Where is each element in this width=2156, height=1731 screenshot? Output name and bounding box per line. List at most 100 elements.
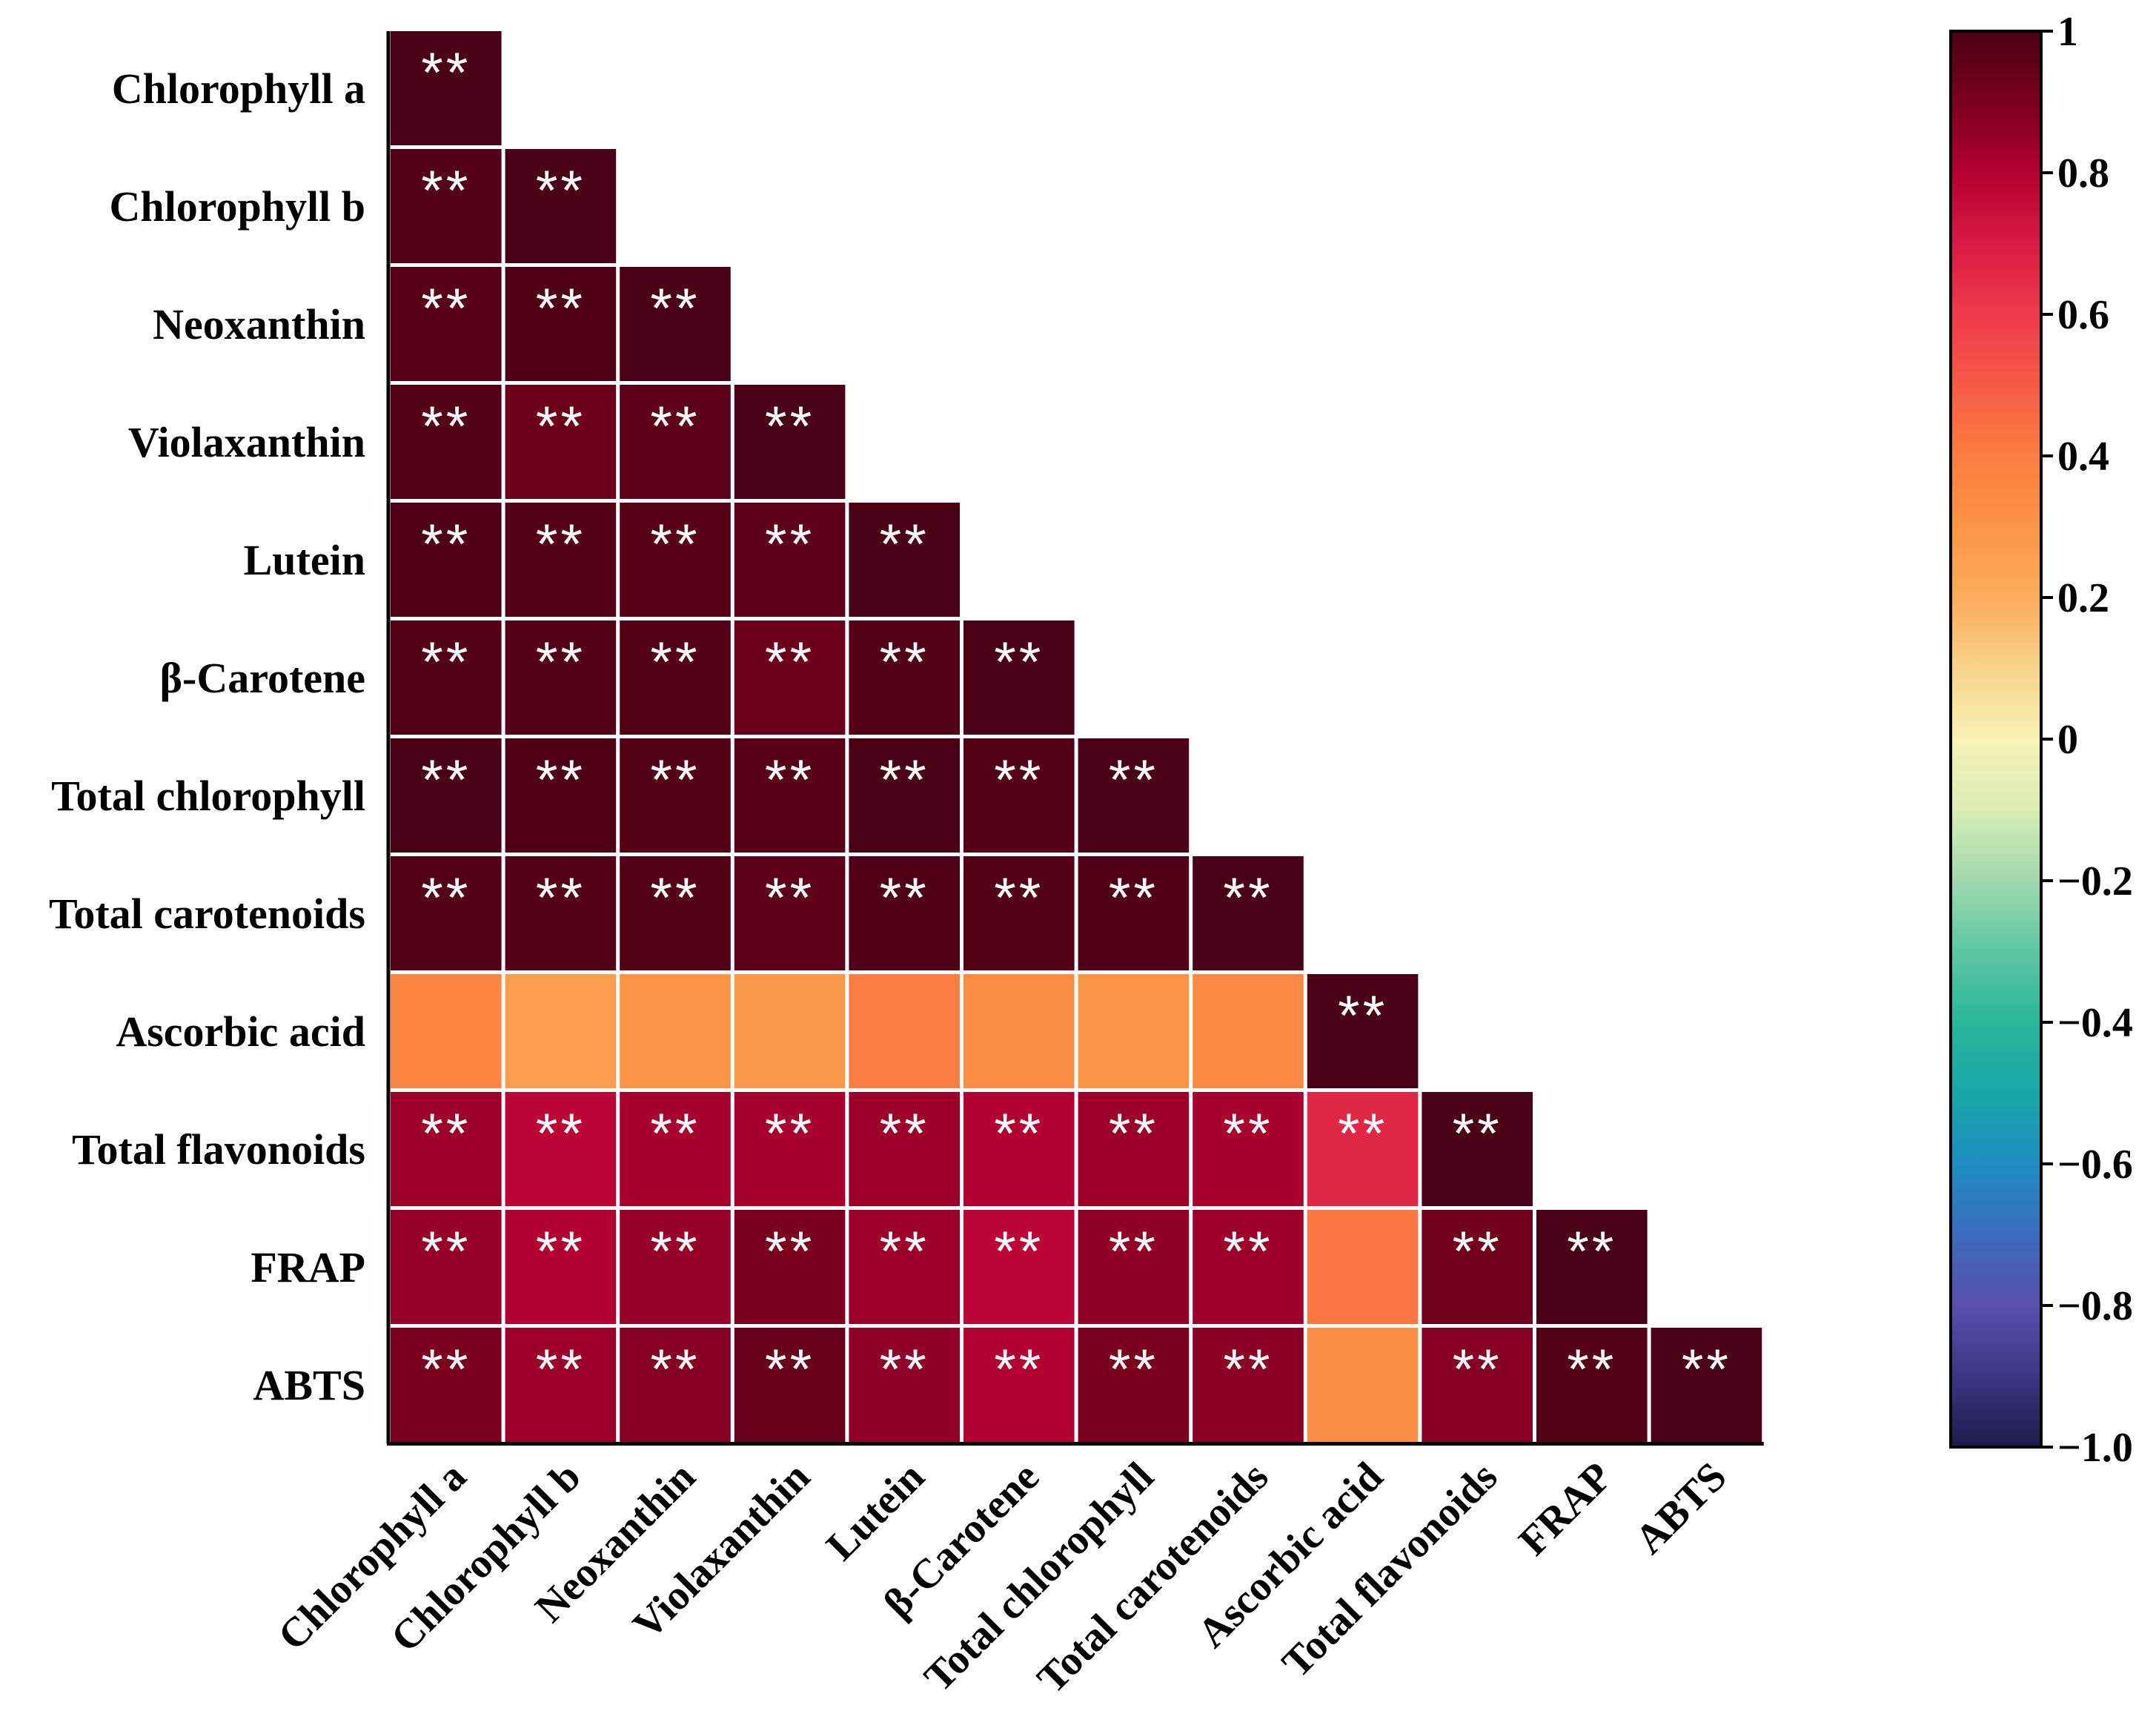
significance-mark: **	[650, 1220, 700, 1283]
heatmap-cell-total-chlorophyll--total-chlorophyll	[1078, 738, 1190, 853]
significance-mark: **	[765, 1102, 815, 1165]
heatmap-cell-frap--lutein	[849, 1210, 960, 1324]
significance-mark: **	[1338, 984, 1387, 1047]
significance-mark: **	[880, 1220, 929, 1283]
heatmap-cell-neoxanthin--neoxanthin	[620, 267, 731, 381]
heatmap-cell-abts--chlorophyll-b	[505, 1328, 617, 1442]
heatmap-cell-lutein--neoxanthin	[620, 503, 731, 617]
heatmap-cell-abts--frap	[1536, 1328, 1648, 1442]
heatmap-cell-lutein--chlorophyll-b	[505, 503, 617, 617]
heatmap-cell-total-carotenoids--neoxanthin	[620, 856, 731, 970]
significance-mark: **	[1109, 867, 1158, 930]
heatmap-cell-beta-carotene--chlorophyll-a	[391, 620, 502, 735]
heatmap-cell-frap--neoxanthin	[620, 1210, 731, 1324]
colorbar-tick-label: 0.6	[2057, 292, 2109, 338]
heatmap-cell-total-chlorophyll--neoxanthin	[620, 738, 731, 853]
significance-mark: **	[536, 749, 586, 812]
significance-mark: **	[536, 867, 586, 930]
row-label-frap: FRAP	[251, 1243, 365, 1291]
significance-mark: **	[1109, 1338, 1158, 1401]
colorbar-tick-label: −0.4	[2057, 1000, 2133, 1046]
heatmap-cell-violaxanthin--neoxanthin	[620, 385, 731, 499]
heatmap-cell-ascorbic-acid--neoxanthin	[620, 974, 731, 1088]
heatmap-cell-frap--violaxanthin	[734, 1210, 846, 1324]
heatmap-cell-ascorbic-acid--chlorophyll-a	[391, 974, 502, 1088]
colorbar-tick-label: −0.8	[2057, 1283, 2133, 1329]
heatmap-cell-total-flavonoids--ascorbic-acid	[1307, 1092, 1419, 1206]
significance-mark: **	[994, 1220, 1044, 1283]
row-label-chlorophyll-a: Chlorophyll a	[112, 64, 365, 113]
colorbar-tick-label: 1	[2057, 9, 2078, 55]
significance-mark: **	[765, 867, 815, 930]
heatmap-cell-frap--chlorophyll-b	[505, 1210, 617, 1324]
heatmap-cell-frap--frap	[1536, 1210, 1648, 1324]
heatmap-cell-ascorbic-acid--violaxanthin	[734, 974, 846, 1088]
row-label-total-flavonoids: Total flavonoids	[72, 1125, 365, 1174]
heatmap-cell-violaxanthin--chlorophyll-b	[505, 385, 617, 499]
significance-mark: **	[1223, 1220, 1273, 1283]
heatmap-cell-neoxanthin--chlorophyll-a	[391, 267, 502, 381]
significance-mark: **	[421, 1102, 471, 1165]
heatmap-cell-beta-carotene--lutein	[849, 620, 960, 735]
significance-mark: **	[765, 1220, 815, 1283]
significance-mark: **	[1453, 1338, 1502, 1401]
heatmap-cell-abts--violaxanthin	[734, 1328, 846, 1442]
heatmap-cell-lutein--violaxanthin	[734, 503, 846, 617]
heatmap-cell-total-carotenoids--lutein	[849, 856, 960, 970]
row-label-neoxanthin: Neoxanthin	[153, 300, 365, 348]
heatmap-cell-abts--total-carotenoids	[1193, 1328, 1304, 1442]
heatmap-axes	[386, 31, 1764, 1446]
significance-mark: **	[994, 631, 1044, 694]
significance-mark: **	[650, 1338, 700, 1401]
heatmap-cell-total-chlorophyll--chlorophyll-a	[391, 738, 502, 853]
heatmap-cell-abts--total-flavonoids	[1422, 1328, 1533, 1442]
significance-mark: **	[650, 395, 700, 458]
significance-mark: **	[1682, 1338, 1731, 1401]
row-label-total-chlorophyll: Total chlorophyll	[51, 772, 365, 820]
significance-mark: **	[765, 631, 815, 694]
significance-mark: **	[994, 867, 1044, 930]
heatmap-cell-ascorbic-acid--ascorbic-acid	[1307, 974, 1419, 1088]
significance-mark: **	[536, 159, 586, 222]
heatmap-cell-frap--beta-carotene	[963, 1210, 1075, 1324]
significance-mark: **	[536, 1338, 586, 1401]
significance-mark: **	[421, 867, 471, 930]
row-label-total-carotenoids: Total carotenoids	[49, 890, 365, 938]
row-labels: Chlorophyll a Chlorophyll b Neoxanthin Viol…	[49, 64, 365, 1409]
significance-mark: **	[880, 867, 929, 930]
heatmap-cell-lutein--lutein	[849, 503, 960, 617]
colorbar-tick-label: 0	[2057, 717, 2078, 763]
heatmap-cell-frap--total-chlorophyll	[1078, 1210, 1190, 1324]
row-label-beta-carotene: β-Carotene	[159, 654, 365, 702]
heatmap-cell-abts--neoxanthin	[620, 1328, 731, 1442]
significance-mark: **	[1567, 1220, 1616, 1283]
significance-mark: **	[421, 749, 471, 812]
row-label-abts: ABTS	[253, 1361, 365, 1409]
heatmap-cell-beta-carotene--violaxanthin	[734, 620, 846, 735]
column-label-frap: FRAP	[1510, 1454, 1621, 1564]
heatmap-cell-frap--total-carotenoids	[1193, 1210, 1304, 1324]
significance-mark: **	[421, 42, 471, 105]
heatmap-cell-ascorbic-acid--chlorophyll-b	[505, 974, 617, 1088]
heatmap-cell-violaxanthin--violaxanthin	[734, 385, 846, 499]
significance-mark: **	[421, 631, 471, 694]
colorbar-tick-label: −0.2	[2057, 858, 2133, 904]
heatmap-cell-ascorbic-acid--lutein	[849, 974, 960, 1088]
heatmap-cell-total-flavonoids--total-chlorophyll	[1078, 1092, 1190, 1206]
row-label-chlorophyll-b: Chlorophyll b	[110, 182, 365, 231]
heatmap-cell-total-flavonoids--neoxanthin	[620, 1092, 731, 1206]
column-label-abts: ABTS	[1626, 1454, 1735, 1563]
significance-mark: **	[1109, 1102, 1158, 1165]
heatmap-cell-total-carotenoids--violaxanthin	[734, 856, 846, 970]
heatmap-cell-frap--chlorophyll-a	[391, 1210, 502, 1324]
heatmap-cell-beta-carotene--beta-carotene	[963, 620, 1075, 735]
column-label-lutein: Lutein	[817, 1454, 933, 1569]
colorbar-tick-label: −0.6	[2057, 1142, 2133, 1188]
significance-mark: **	[880, 1102, 929, 1165]
heatmap-cell-total-carotenoids--beta-carotene	[963, 856, 1075, 970]
colorbar-tick-label: 0.2	[2057, 575, 2109, 621]
significance-mark: **	[421, 277, 471, 340]
heatmap-cell-total-flavonoids--total-carotenoids	[1193, 1092, 1304, 1206]
heatmap-cell-total-flavonoids--lutein	[849, 1092, 960, 1206]
